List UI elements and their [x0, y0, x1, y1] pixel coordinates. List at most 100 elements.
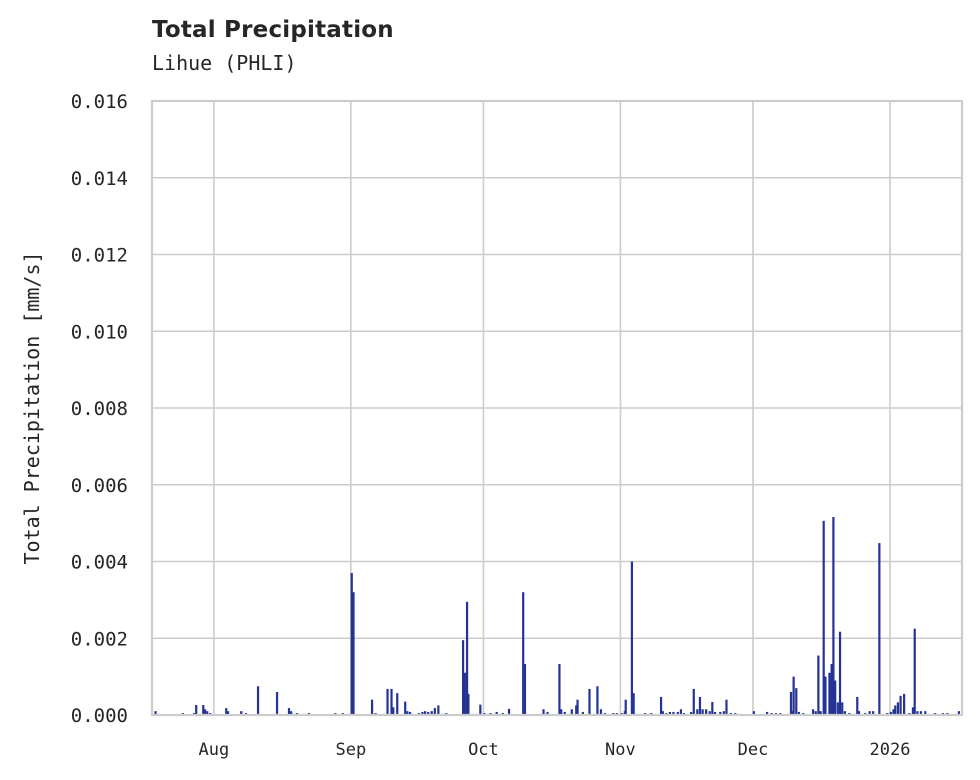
precip-bar: [795, 688, 798, 715]
x-tick-label: Nov: [605, 740, 636, 760]
precip-bar: [911, 707, 915, 715]
precip-bar: [396, 693, 399, 715]
precip-bar: [824, 676, 827, 715]
precip-bar: [828, 672, 831, 715]
precip-bar: [878, 543, 881, 715]
precip-bar: [822, 520, 825, 715]
precip-bar: [690, 711, 693, 715]
chart-subtitle: Lihue (PHLI): [152, 51, 297, 75]
precip-bar: [868, 711, 871, 715]
precip-bar: [696, 709, 699, 715]
precip-bar: [588, 688, 591, 715]
precip-bar: [789, 691, 793, 715]
precip-bar: [790, 711, 793, 715]
precip-bar: [692, 688, 695, 715]
precip-bar: [811, 709, 815, 715]
y-tick-label: 0.012: [71, 245, 128, 267]
precip-bar: [719, 711, 722, 715]
y-tick-label: 0.008: [71, 398, 128, 420]
precip-bar: [676, 711, 679, 715]
precip-bar: [725, 699, 728, 715]
y-tick-label: 0.002: [71, 628, 128, 650]
precip-bar: [575, 705, 578, 715]
precip-bar: [856, 696, 859, 715]
precip-bar: [495, 711, 498, 715]
y-tick-label: 0.006: [71, 475, 128, 497]
precip-bar: [817, 655, 820, 715]
precip-bar: [523, 663, 527, 715]
y-tick-label: 0.016: [71, 91, 128, 113]
precip-bar: [437, 705, 440, 715]
precip-bar: [632, 693, 635, 715]
precip-bar: [836, 702, 839, 715]
precip-bar: [479, 704, 482, 715]
precip-bar: [919, 711, 923, 715]
precip-bar: [546, 711, 549, 715]
precip-bar: [275, 691, 279, 715]
precip-bar: [659, 696, 663, 715]
precip-bar: [290, 711, 293, 715]
x-axis-ticks: Aug Sep Oct Nov Dec 2026: [199, 740, 911, 760]
precip-bar: [843, 711, 847, 715]
precip-bar: [423, 711, 427, 715]
precip-bar: [576, 699, 579, 715]
precip-bar: [406, 711, 409, 715]
precip-bar: [841, 702, 844, 715]
precip-bar: [834, 680, 837, 715]
precip-bar: [896, 702, 900, 715]
gridlines: [152, 100, 962, 716]
precip-bar: [913, 628, 916, 715]
precip-bar: [701, 709, 704, 715]
x-tick-label: 2026: [869, 740, 910, 760]
precip-bar: [558, 663, 561, 715]
precip-bar: [560, 709, 563, 715]
y-axis-ticks: 0.000 0.002 0.004 0.006 0.008 0.010 0.012 0.014…: [71, 91, 128, 727]
precip-bar: [225, 708, 228, 715]
precip-bar: [206, 711, 209, 715]
precip-bar: [711, 701, 714, 715]
precip-bar: [713, 711, 717, 715]
precip-bar: [386, 688, 389, 715]
precip-bar: [830, 663, 833, 715]
precip-bar: [705, 709, 708, 715]
precip-bar: [256, 686, 260, 715]
precip-bar: [154, 711, 157, 715]
precip-bar: [924, 711, 927, 715]
precip-bar: [287, 708, 291, 715]
precip-bar: [195, 705, 198, 715]
plot-frame: [150, 99, 964, 717]
precip-bar: [814, 711, 817, 715]
precip-bar: [903, 693, 906, 715]
precip-bar: [433, 708, 436, 715]
precip-bar: [563, 711, 566, 715]
precip-bar: [408, 711, 412, 715]
precip-bar: [892, 709, 895, 715]
y-tick-label: 0.004: [71, 552, 128, 574]
precip-bar: [630, 561, 634, 715]
precip-bar: [202, 705, 205, 715]
precip-bar: [370, 699, 374, 715]
precip-bar: [392, 707, 395, 715]
precip-bar: [668, 711, 672, 715]
precip-bar: [766, 711, 769, 715]
precip-bar: [916, 711, 919, 715]
precip-bar: [894, 705, 897, 715]
precip-bar: [404, 701, 407, 715]
precip-bar: [463, 672, 466, 715]
precip-bar: [390, 688, 393, 715]
y-tick-label: 0.014: [71, 168, 128, 190]
x-tick-label: Aug: [199, 740, 230, 760]
precip-bar: [430, 711, 433, 715]
precip-bar: [240, 711, 243, 715]
precip-bar: [832, 516, 835, 715]
precip-bar: [203, 709, 207, 715]
precip-bar: [570, 709, 573, 715]
precip-bar: [857, 711, 861, 715]
precip-bar: [461, 640, 465, 715]
precip-bar: [465, 601, 469, 715]
precip-bar: [522, 592, 525, 715]
x-tick-label: Sep: [335, 740, 366, 760]
precip-bar: [427, 711, 430, 715]
precip-bar: [599, 709, 603, 715]
precip-bar: [797, 711, 801, 715]
